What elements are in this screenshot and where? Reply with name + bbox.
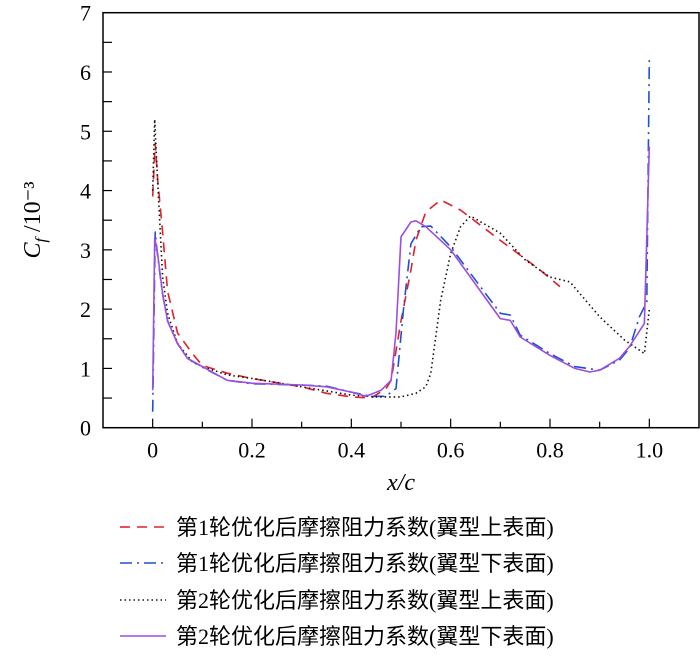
y-tick-label: 4: [80, 179, 91, 204]
legend-label: 第1轮优化后摩擦阻力系数(翼型下表面): [176, 551, 554, 576]
plot-frame: [102, 11, 700, 429]
legend-item: 第2轮优化后摩擦阻力系数(翼型下表面): [120, 624, 554, 649]
y-tick-label: 1: [80, 356, 91, 381]
legend-label: 第2轮优化后摩擦阻力系数(翼型下表面): [176, 624, 554, 649]
y-axis-title: Cf /10⁻³: [20, 182, 50, 259]
y-tick-label: 7: [80, 1, 91, 26]
x-tick-label: 1.0: [636, 438, 664, 463]
y-tick-label: 6: [80, 60, 91, 85]
legend-item: 第2轮优化后摩擦阻力系数(翼型上表面): [120, 588, 554, 613]
y-tick-label: 3: [80, 238, 91, 263]
y-axis: 0 1 2 3 4 5 6 7: [80, 1, 112, 441]
legend: 第1轮优化后摩擦阻力系数(翼型上表面) 第1轮优化后摩擦阻力系数(翼型下表面) 第2…: [120, 515, 554, 649]
x-tick-label: 0.8: [536, 438, 564, 463]
series-line-3: [151, 118, 651, 398]
x-tick-label: 0: [147, 438, 158, 463]
legend-label: 第1轮优化后摩擦阻力系数(翼型上表面): [176, 515, 554, 540]
legend-item: 第1轮优化后摩擦阻力系数(翼型下表面): [120, 551, 554, 576]
legend-label: 第2轮优化后摩擦阻力系数(翼型上表面): [176, 588, 554, 613]
x-tick-label: 0.6: [437, 438, 465, 463]
plot-area: [151, 60, 651, 412]
y-axis-title-unit: /10⁻³: [20, 182, 46, 239]
series-line-4: [151, 146, 651, 398]
x-tick-label: 0.4: [338, 438, 366, 463]
x-axis-title: x/c: [386, 470, 415, 496]
y-axis-title-sub: f: [33, 235, 50, 242]
legend-item: 第1轮优化后摩擦阻力系数(翼型上表面): [120, 515, 554, 540]
y-tick-label: 0: [80, 416, 91, 441]
y-axis-title-main: C: [20, 242, 46, 259]
x-axis: 0 0.2 0.4 0.6 0.8 1.0: [147, 418, 664, 463]
series-line-1: [151, 142, 561, 399]
x-tick-label: 0.2: [238, 438, 266, 463]
y-tick-label: 5: [80, 119, 91, 144]
y-tick-label: 2: [80, 297, 91, 322]
